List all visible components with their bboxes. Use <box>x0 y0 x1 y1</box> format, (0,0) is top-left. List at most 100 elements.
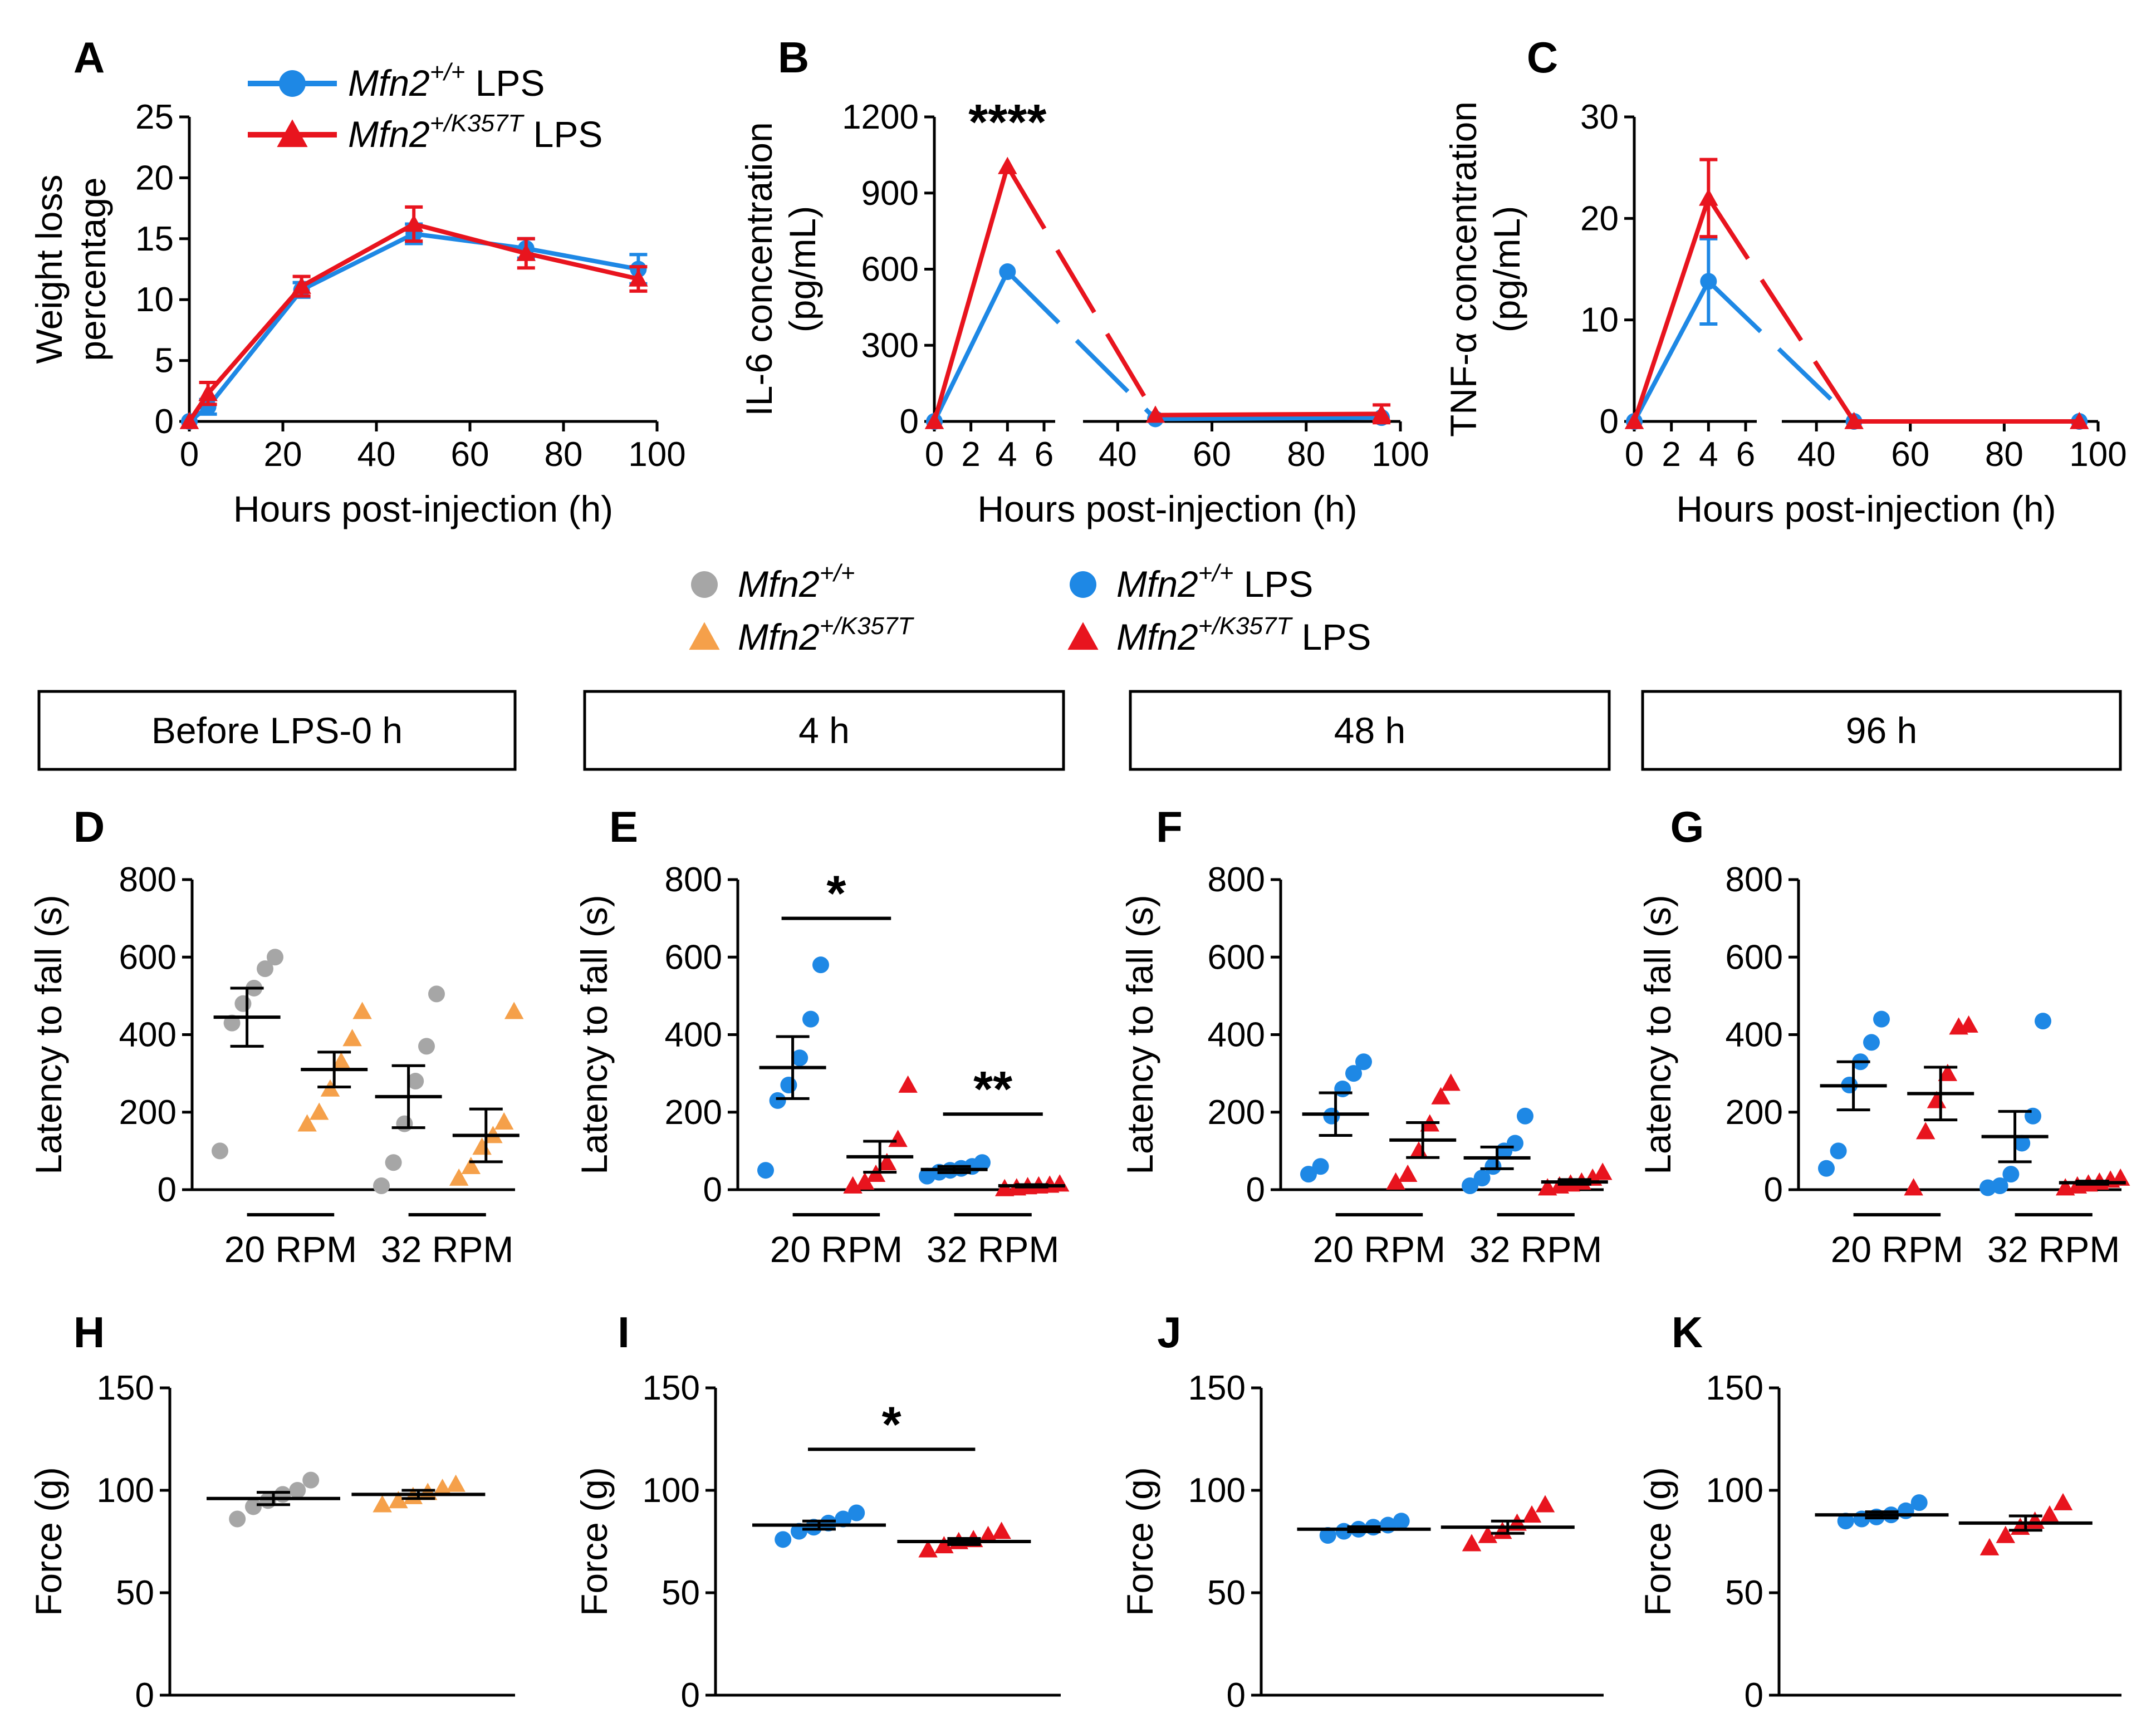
panel-letter: C <box>1527 33 1558 82</box>
y-tick-label: 0 <box>681 1676 700 1715</box>
panel-D: 0 200 400 600 800 Latency to fall (s) D 20 RPM 3… <box>28 802 524 1270</box>
y-tick-label: 50 <box>116 1574 154 1612</box>
panel-letter: F <box>1156 802 1183 851</box>
y-tick-label: 400 <box>665 1016 722 1054</box>
data-point <box>373 1177 390 1195</box>
data-point <box>1312 1158 1329 1175</box>
x-tick-label: 0 <box>925 435 944 474</box>
data-point <box>274 1486 291 1503</box>
category-label: 32 RPM <box>927 1229 1059 1270</box>
data-point <box>820 1514 837 1532</box>
y-axis-label: (pg/mL) <box>1486 206 1527 332</box>
timepoint-label: Before LPS-0 h <box>151 710 403 751</box>
data-point <box>992 1521 1011 1539</box>
panel-A: 0 5 10 15 20 25 0 20 40 60 80 100 Hours post-injecti… <box>28 33 686 529</box>
y-tick-label: 900 <box>861 174 919 213</box>
data-point <box>812 956 829 974</box>
data-point <box>769 1092 786 1109</box>
data-point <box>198 384 218 401</box>
y-tick-label: 50 <box>661 1574 700 1612</box>
data-point <box>302 1471 320 1489</box>
panel-letter: G <box>1670 802 1704 851</box>
y-axis-label: IL-6 concentration <box>738 122 780 416</box>
data-point <box>446 1474 465 1492</box>
timepoint-boxes: Before LPS-0 h 4 h 48 h 96 h <box>37 690 2122 771</box>
x-tick-label: 0 <box>1625 435 1644 474</box>
data-point <box>2053 1493 2073 1510</box>
legend-italic: Mfn2 <box>1116 563 1198 605</box>
series-line <box>1632 280 1711 423</box>
category-label: 32 RPM <box>1469 1229 1602 1270</box>
y-tick-label: 600 <box>119 938 177 976</box>
panel-letter: I <box>618 1308 630 1357</box>
y-tick-label: 0 <box>703 1171 722 1209</box>
data-point <box>1844 411 1864 429</box>
data-point <box>1938 1063 1958 1081</box>
data-point <box>373 1495 392 1513</box>
y-tick-label: 0 <box>155 402 174 441</box>
series-line <box>932 271 1010 423</box>
data-point <box>1910 1494 1928 1511</box>
y-tick-label: 800 <box>665 861 722 899</box>
y-tick-label: 150 <box>643 1369 700 1407</box>
data-point <box>1386 1172 1405 1190</box>
data-point <box>1393 1513 1410 1530</box>
y-tick-label: 0 <box>1227 1676 1246 1715</box>
category-label: 20 RPM <box>770 1229 903 1270</box>
x-tick-label: 20 <box>264 435 302 474</box>
y-tick-label: 50 <box>1725 1574 1763 1612</box>
data-point <box>2035 1013 2051 1030</box>
panel-K: 0 50 100 150 Force (g) K <box>1637 1308 2121 1715</box>
category-label: 20 RPM <box>1831 1229 1963 1270</box>
data-point <box>385 1154 402 1171</box>
x-axis-label: Hours post-injection (h) <box>977 488 1357 529</box>
legend-italic: Mfn2 <box>738 563 820 605</box>
y-axis-label: Latency to fall (s) <box>1119 895 1160 1175</box>
y-axis-label: percentage <box>72 177 113 361</box>
data-point <box>396 1115 413 1132</box>
data-point <box>855 1172 875 1190</box>
legend-marker <box>277 119 308 148</box>
x-tick-label: 40 <box>1797 435 1836 474</box>
legend-italic: Mfn2 <box>1116 616 1198 657</box>
data-point <box>2070 411 2089 429</box>
series-line-break <box>1706 197 1856 423</box>
y-tick-label: 600 <box>665 938 722 976</box>
data-point <box>1409 1141 1429 1159</box>
data-point <box>877 1153 897 1171</box>
data-point <box>1300 1166 1317 1183</box>
y-tick-label: 400 <box>1726 1016 1783 1054</box>
y-tick-label: 0 <box>1745 1676 1763 1715</box>
legend-superscript: +/+ <box>430 58 465 86</box>
significance-label: ** <box>973 1062 1012 1117</box>
x-tick-label: 6 <box>1736 435 1755 474</box>
timepoint-label: 48 h <box>1334 710 1405 751</box>
panel-letter: H <box>74 1308 105 1357</box>
legend-italic: Mfn2 <box>348 114 430 155</box>
x-tick-label: 40 <box>1099 435 1137 474</box>
legend-marker <box>1070 571 1096 598</box>
data-point <box>267 949 283 966</box>
legend-label: Mfn2+/K357T LPS <box>1116 612 1371 657</box>
series-line <box>187 222 639 423</box>
legend-label: Mfn2+/K357T <box>738 612 914 657</box>
data-point <box>494 1112 514 1130</box>
y-tick-label: 100 <box>643 1471 700 1510</box>
legend-superscript: +/+ <box>1198 559 1234 587</box>
data-point <box>888 1130 908 1147</box>
panel-letter: D <box>74 802 105 851</box>
y-tick-label: 800 <box>119 861 177 899</box>
y-tick-label: 20 <box>135 159 174 197</box>
x-tick-label: 80 <box>545 435 583 474</box>
y-tick-label: 50 <box>1207 1574 1246 1612</box>
data-point <box>331 1052 351 1070</box>
data-point <box>179 411 199 429</box>
y-axis-label: Force (g) <box>28 1467 69 1616</box>
data-point <box>428 985 445 1003</box>
data-point <box>898 1075 918 1093</box>
legend-rest: LPS <box>1233 563 1313 605</box>
legend-rest: LPS <box>465 62 545 104</box>
y-tick-label: 5 <box>155 342 174 380</box>
data-point <box>1699 188 1718 206</box>
